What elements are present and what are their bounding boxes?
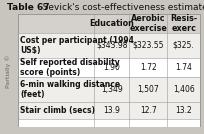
Bar	[18, 33, 200, 58]
Text: $343.98: $343.98	[96, 41, 128, 50]
Bar	[18, 77, 200, 102]
Bar	[18, 14, 200, 129]
Text: Aerobic
exercise: Aerobic exercise	[129, 14, 167, 33]
Text: Self reported disability
score (points): Self reported disability score (points)	[20, 58, 120, 77]
Bar	[18, 102, 200, 119]
Bar	[18, 14, 200, 129]
Text: 1,349: 1,349	[101, 85, 123, 94]
Text: Sevick's cost-effectiveness estimates: Sevick's cost-effectiveness estimates	[34, 3, 204, 12]
Text: Partially ©: Partially ©	[5, 55, 11, 88]
Text: 1.72: 1.72	[140, 63, 156, 72]
Text: 6-min walking distance
(feet): 6-min walking distance (feet)	[20, 80, 120, 99]
Bar	[0, 127, 204, 134]
Text: 1,507: 1,507	[137, 85, 159, 94]
Text: 12.7: 12.7	[140, 106, 156, 115]
Text: 1,406: 1,406	[173, 85, 194, 94]
Text: 13.2: 13.2	[175, 106, 192, 115]
Text: Table 67: Table 67	[7, 3, 50, 12]
Text: Resis-
exerc: Resis- exerc	[170, 14, 197, 33]
Text: Education: Education	[89, 19, 134, 28]
Text: 1.74: 1.74	[175, 63, 192, 72]
Bar	[18, 14, 200, 33]
Text: $325.: $325.	[173, 41, 194, 50]
Bar	[18, 102, 200, 119]
Bar	[0, 0, 204, 14]
Text: $323.55: $323.55	[132, 41, 164, 50]
Text: 1.90: 1.90	[103, 63, 120, 72]
Text: 13.9: 13.9	[103, 106, 120, 115]
Bar	[18, 58, 200, 77]
Text: Cost per participant (1994
US$): Cost per participant (1994 US$)	[20, 36, 134, 55]
Text: Stair climb (secs): Stair climb (secs)	[20, 106, 95, 115]
